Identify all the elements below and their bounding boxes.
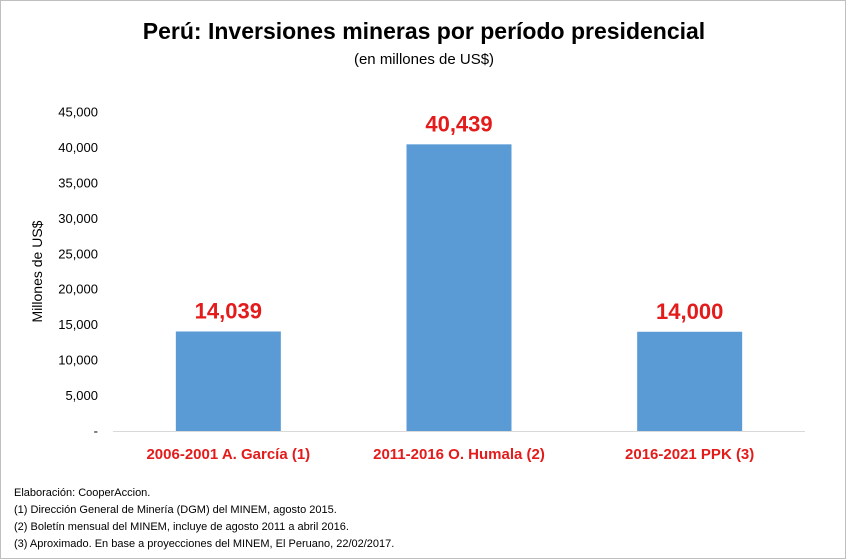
- bar: [406, 144, 512, 431]
- bars: [175, 144, 743, 431]
- note-line: (3) Aproximado. En base a proyecciones d…: [14, 538, 395, 550]
- chart-title: Perú: Inversiones mineras por período pr…: [143, 18, 705, 44]
- y-axis-ticks: - 5,000 10,000 15,000 20,000 25,000 30,000 35,0…: [58, 105, 98, 439]
- y-tick-label: 5,000: [65, 388, 98, 403]
- note-line: Elaboración: CooperAccion.: [14, 487, 151, 499]
- note-line: (1) Dirección General de Minería (DGM) d…: [14, 504, 337, 516]
- bar: [637, 331, 743, 431]
- y-tick-label: 45,000: [58, 105, 98, 120]
- category-label: 2006-2001 A. García (1): [146, 446, 310, 463]
- category-label: 2011-2016 O. Humala (2): [373, 446, 545, 463]
- y-tick-label: 40,000: [58, 140, 98, 155]
- y-tick-label: 30,000: [58, 211, 98, 226]
- y-tick-label: 25,000: [58, 246, 98, 261]
- category-label: 2016-2021 PPK (3): [625, 446, 754, 463]
- y-tick-label: 20,000: [58, 282, 98, 297]
- y-tick-label: 35,000: [58, 175, 98, 190]
- y-tick-label: 15,000: [58, 317, 98, 332]
- note-line: (2) Boletín mensual del MINEM, incluye d…: [14, 521, 349, 533]
- y-tick-label: -: [94, 424, 98, 439]
- data-label: 14,039: [195, 298, 262, 323]
- y-axis-label: Millones de US$: [29, 220, 45, 322]
- y-tick-label: 10,000: [58, 353, 98, 368]
- x-axis-categories: 2006-2001 A. García (1) 2011-2016 O. Huma…: [146, 446, 754, 463]
- source-notes: Elaboración: CooperAccion. (1) Dirección…: [14, 485, 394, 553]
- chart-subtitle: (en millones de US$): [354, 51, 494, 68]
- data-label: 14,000: [656, 299, 723, 324]
- data-labels: 14,039 40,439 14,000: [195, 111, 724, 323]
- bar: [175, 331, 281, 431]
- data-label: 40,439: [425, 111, 492, 136]
